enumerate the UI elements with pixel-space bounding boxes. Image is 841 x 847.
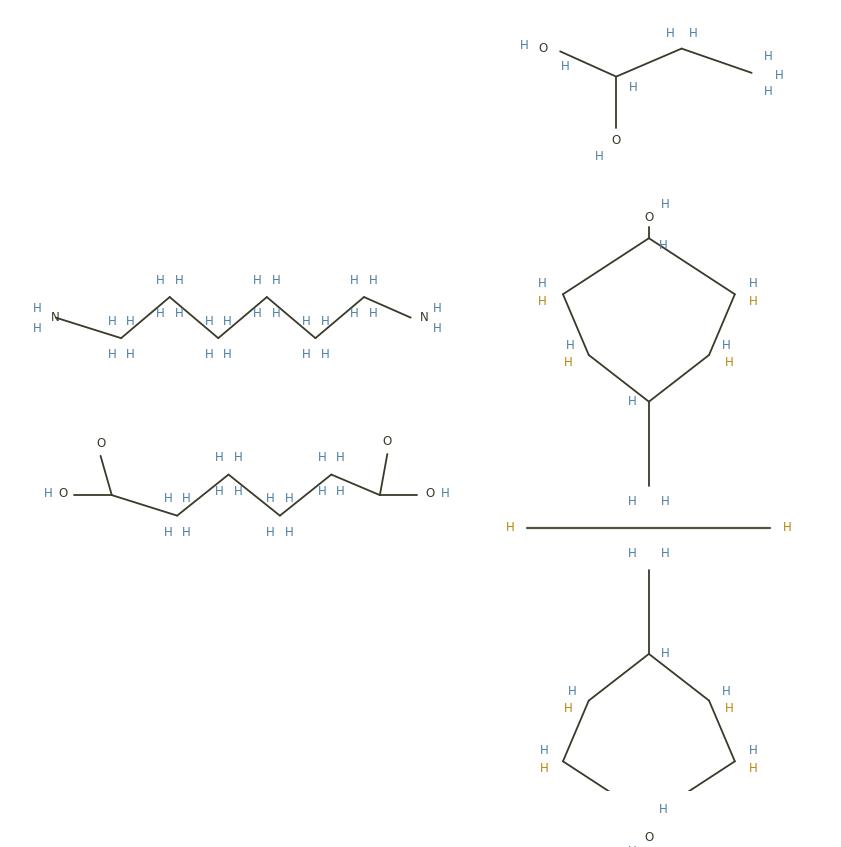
Text: H: H xyxy=(234,451,242,464)
Text: H: H xyxy=(126,348,135,362)
Text: H: H xyxy=(538,277,547,290)
Text: H: H xyxy=(350,307,359,320)
Text: O: O xyxy=(426,487,435,500)
Text: H: H xyxy=(666,27,674,40)
Text: H: H xyxy=(661,198,670,211)
Text: H: H xyxy=(350,274,359,287)
Text: H: H xyxy=(318,484,326,498)
Text: H: H xyxy=(568,684,576,698)
Text: H: H xyxy=(432,302,442,315)
Text: H: H xyxy=(108,315,116,328)
Text: O: O xyxy=(59,487,68,500)
Text: H: H xyxy=(267,492,275,506)
Text: H: H xyxy=(33,323,41,335)
Text: H: H xyxy=(126,315,135,328)
Text: H: H xyxy=(661,647,670,661)
Text: H: H xyxy=(108,348,116,362)
Text: H: H xyxy=(214,451,224,464)
Text: H: H xyxy=(749,296,758,308)
Text: H: H xyxy=(156,307,165,320)
Text: H: H xyxy=(627,844,637,847)
Text: H: H xyxy=(764,85,773,98)
Text: H: H xyxy=(33,302,41,315)
Text: N: N xyxy=(420,311,428,324)
Text: H: H xyxy=(320,348,329,362)
Text: H: H xyxy=(369,307,378,320)
Text: O: O xyxy=(611,134,621,147)
Text: H: H xyxy=(661,547,670,561)
Text: H: H xyxy=(627,495,637,508)
Text: H: H xyxy=(336,484,345,498)
Text: H: H xyxy=(272,307,281,320)
Text: H: H xyxy=(175,307,183,320)
Text: H: H xyxy=(223,315,232,328)
Text: H: H xyxy=(722,339,730,352)
Text: H: H xyxy=(156,274,165,287)
Text: H: H xyxy=(595,150,604,163)
Text: H: H xyxy=(540,744,548,756)
Text: H: H xyxy=(764,49,773,63)
Text: H: H xyxy=(369,274,378,287)
Text: H: H xyxy=(214,484,224,498)
Text: N: N xyxy=(51,311,60,324)
Text: H: H xyxy=(204,315,214,328)
Text: H: H xyxy=(783,521,791,534)
Text: H: H xyxy=(441,487,450,500)
Text: H: H xyxy=(163,492,172,506)
Text: H: H xyxy=(234,484,242,498)
Text: H: H xyxy=(432,323,442,335)
Text: O: O xyxy=(383,435,392,448)
Text: H: H xyxy=(722,684,730,698)
Text: H: H xyxy=(506,521,515,534)
Text: H: H xyxy=(318,451,326,464)
Text: H: H xyxy=(182,526,191,539)
Text: H: H xyxy=(204,348,214,362)
Text: H: H xyxy=(267,526,275,539)
Text: H: H xyxy=(163,526,172,539)
Text: H: H xyxy=(302,315,310,328)
Text: H: H xyxy=(302,348,310,362)
Text: H: H xyxy=(285,526,294,539)
Text: O: O xyxy=(539,42,548,55)
Text: H: H xyxy=(628,81,637,94)
Text: H: H xyxy=(538,296,547,308)
Text: H: H xyxy=(223,348,232,362)
Text: H: H xyxy=(749,744,758,756)
Text: H: H xyxy=(336,451,345,464)
Text: O: O xyxy=(644,211,653,224)
Text: H: H xyxy=(563,701,573,715)
Text: O: O xyxy=(644,832,653,844)
Text: H: H xyxy=(725,701,734,715)
Text: H: H xyxy=(560,60,569,73)
Text: H: H xyxy=(725,356,734,369)
Text: H: H xyxy=(749,277,758,290)
Text: H: H xyxy=(182,492,191,506)
Text: H: H xyxy=(253,307,262,320)
Text: H: H xyxy=(566,339,574,352)
Text: H: H xyxy=(175,274,183,287)
Text: H: H xyxy=(44,487,53,500)
Text: H: H xyxy=(689,27,697,40)
Text: H: H xyxy=(775,69,784,82)
Text: H: H xyxy=(627,396,637,408)
Text: H: H xyxy=(320,315,329,328)
Text: H: H xyxy=(540,762,548,775)
Text: H: H xyxy=(659,804,667,817)
Text: H: H xyxy=(749,762,758,775)
Text: H: H xyxy=(521,39,529,53)
Text: H: H xyxy=(563,356,573,369)
Text: H: H xyxy=(253,274,262,287)
Text: H: H xyxy=(659,239,667,252)
Text: H: H xyxy=(285,492,294,506)
Text: O: O xyxy=(96,437,105,451)
Text: H: H xyxy=(627,547,637,561)
Text: H: H xyxy=(661,495,670,508)
Text: H: H xyxy=(272,274,281,287)
